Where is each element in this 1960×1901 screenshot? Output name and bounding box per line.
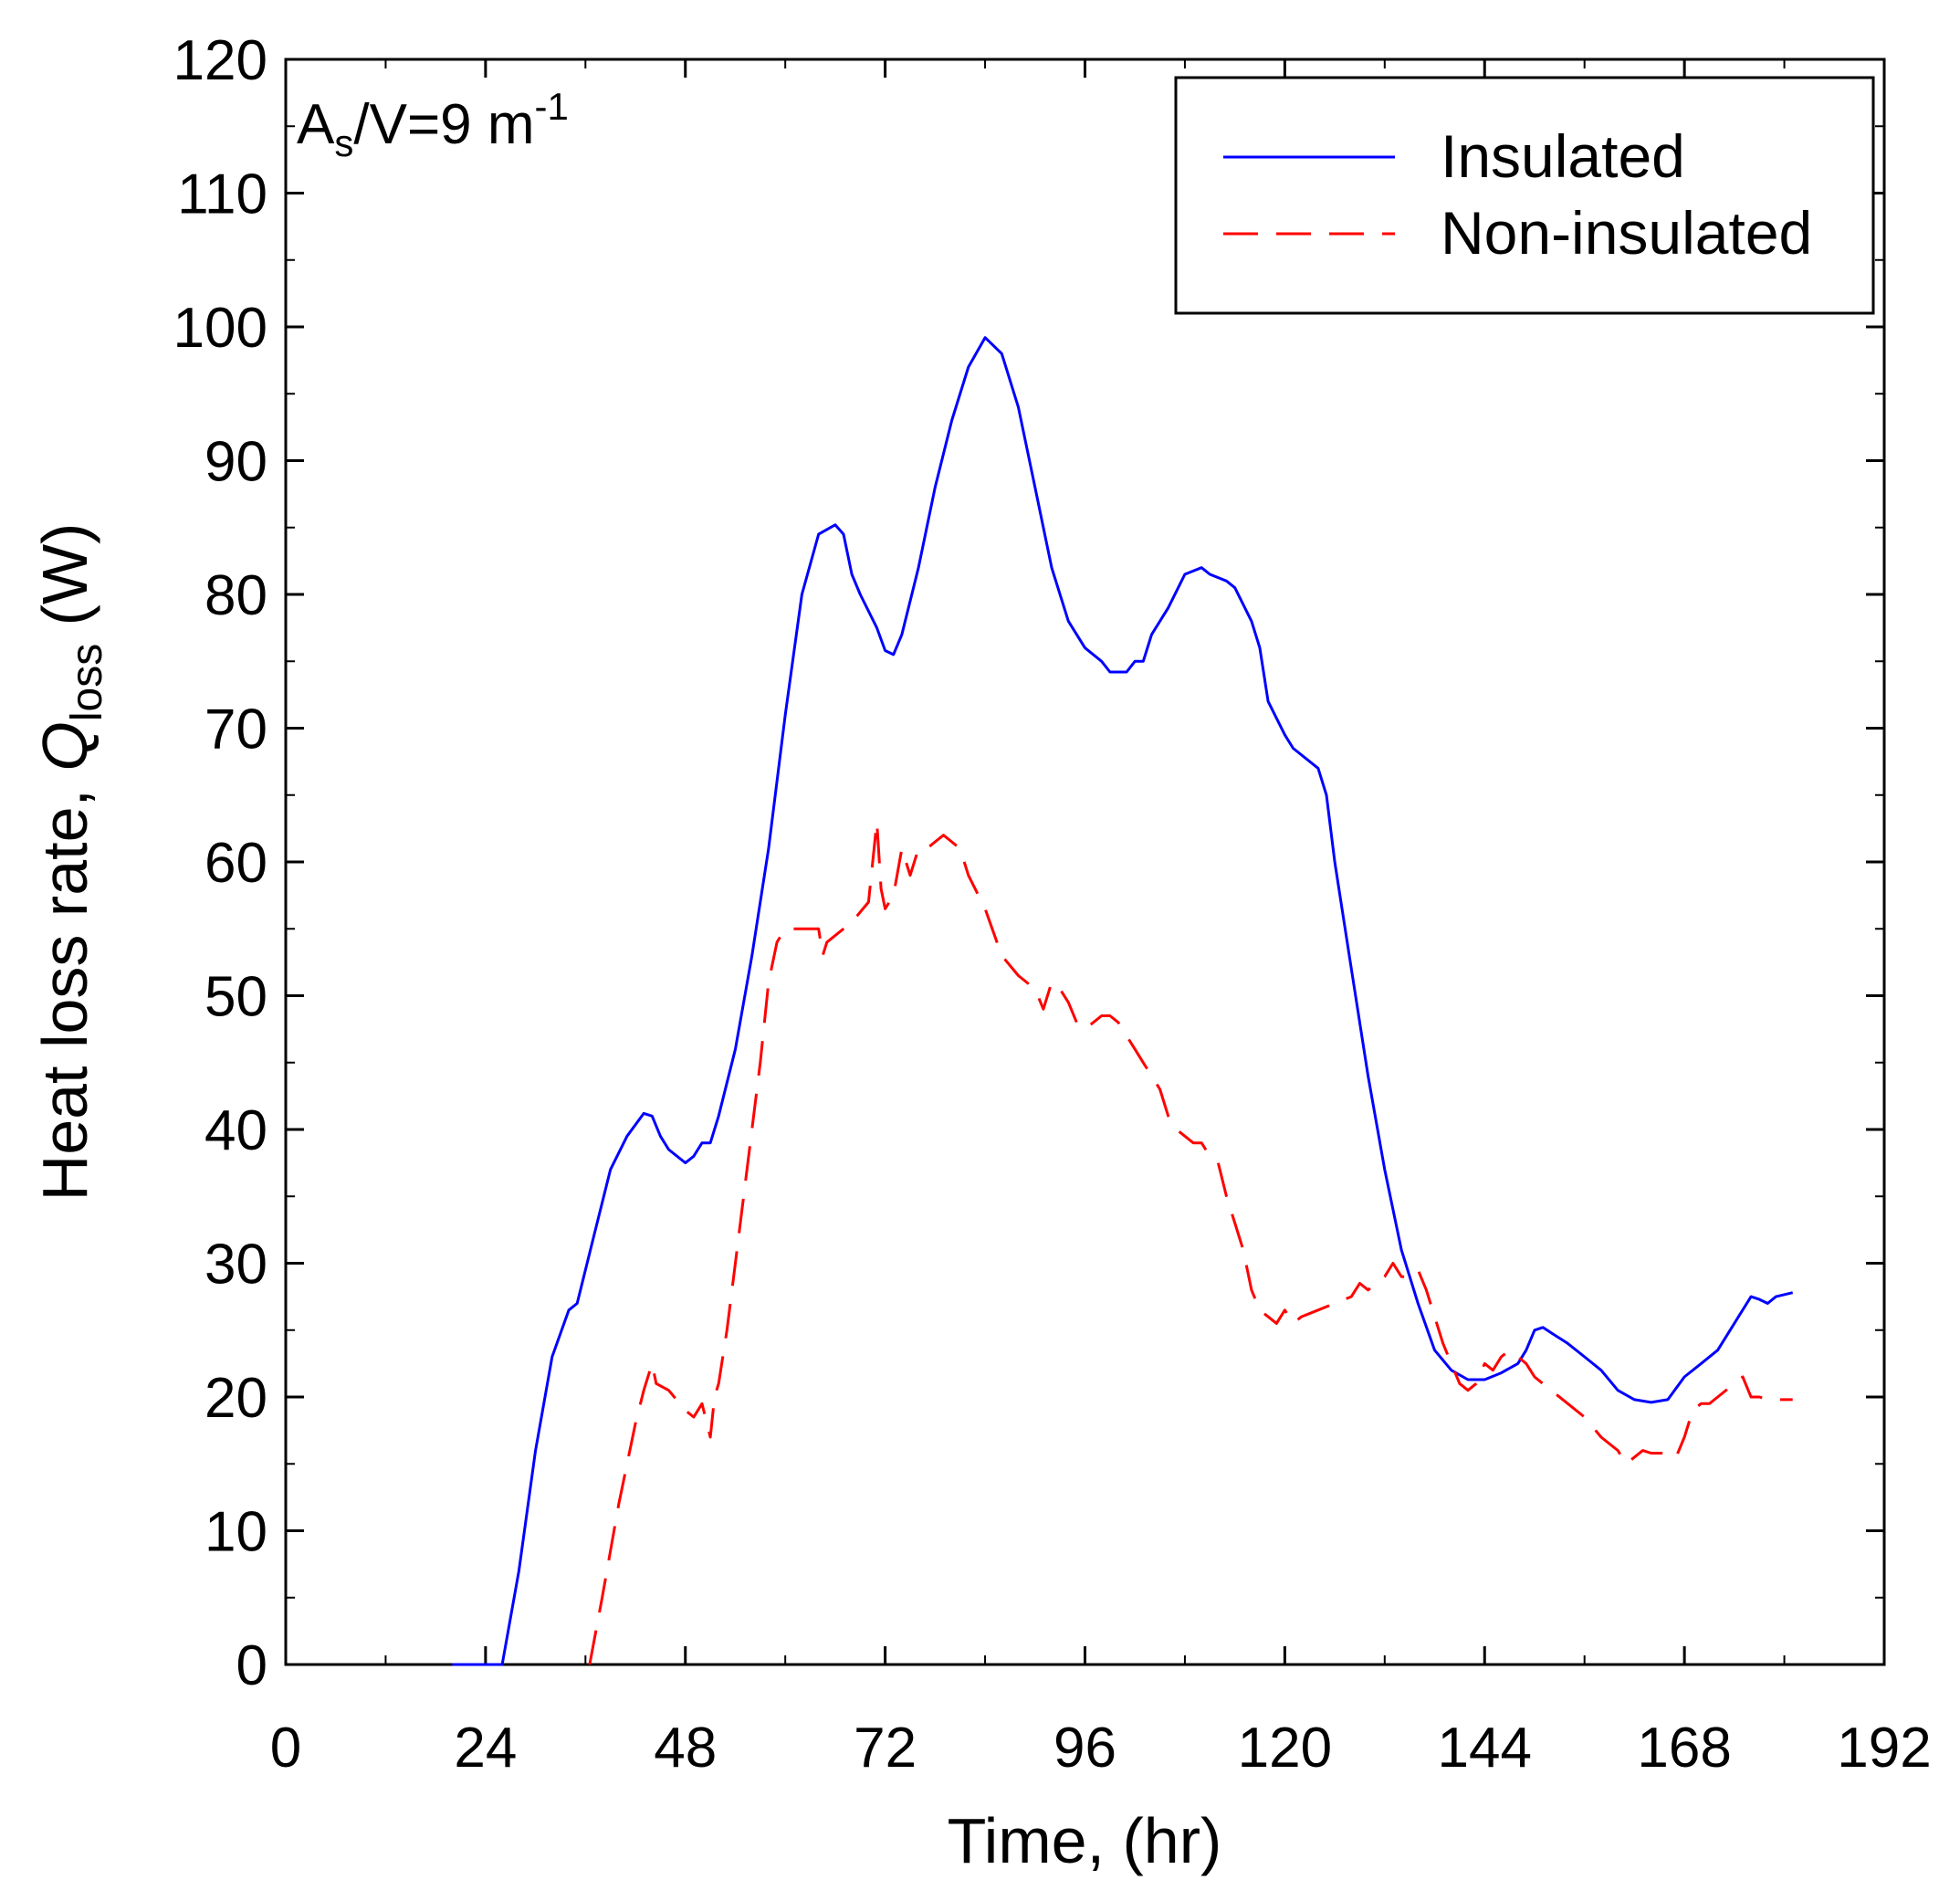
y-tick-label: 40 [204, 1099, 267, 1162]
x-tick-label: 192 [1837, 1717, 1931, 1780]
x-tick-labels: 0 24 48 72 96 120 144 168 192 [270, 1717, 1932, 1780]
y-tick-label: 90 [204, 431, 267, 494]
y-tick-labels: 0 10 20 30 40 50 60 70 80 90 100 110 120 [173, 29, 267, 1697]
ratio-annotation-base: A [297, 93, 335, 156]
x-tick-label: 168 [1637, 1717, 1731, 1780]
y-axis-title-suffix: (W) [29, 523, 100, 644]
series-line-insulated [452, 336, 1794, 1666]
legend: Insulated Non-insulated [1174, 76, 1875, 315]
x-tick-label: 24 [454, 1717, 517, 1780]
x-tick-label: 120 [1238, 1717, 1332, 1780]
legend-label-non-insulated: Non-insulated [1441, 199, 1812, 267]
x-tick-label: 0 [270, 1717, 301, 1780]
y-tick-label: 80 [204, 564, 267, 627]
y-tick-label: 20 [204, 1367, 267, 1430]
y-axis-title-prefix: Heat loss rate, [29, 772, 100, 1202]
x-axis-title: Time, (hr) [948, 1805, 1222, 1876]
y-tick-label: 120 [173, 29, 267, 92]
y-axis-title: Heat loss rate, Qloss (W) [29, 523, 111, 1202]
y-axis-title-symbol: Q [29, 721, 100, 771]
y-tick-label: 100 [173, 297, 267, 360]
ratio-annotation-sub: s [334, 121, 353, 164]
legend-box [1174, 76, 1875, 315]
legend-label-insulated: Insulated [1441, 122, 1685, 190]
x-tick-label: 72 [854, 1717, 917, 1780]
y-tick-label: 10 [204, 1501, 267, 1564]
y-tick-label: 0 [236, 1634, 267, 1697]
series-layer [452, 336, 1794, 1666]
y-tick-label: 110 [177, 163, 267, 226]
series-line-non-insulated [588, 820, 1793, 1665]
x-tick-label: 96 [1053, 1717, 1116, 1780]
y-tick-label: 30 [204, 1234, 267, 1297]
y-tick-label: 60 [204, 832, 267, 895]
x-tick-label: 144 [1438, 1717, 1532, 1780]
ratio-annotation-rest: /V=9 m [353, 93, 534, 156]
ratio-annotation-sup: -1 [535, 85, 569, 128]
axis-ticks [284, 58, 1886, 1666]
y-axis-title-subscript: loss [63, 644, 111, 721]
y-tick-label: 50 [204, 966, 267, 1029]
x-tick-label: 48 [654, 1717, 717, 1780]
ratio-annotation: As/V=9 m-1 [297, 85, 569, 164]
y-tick-label: 70 [204, 698, 267, 761]
